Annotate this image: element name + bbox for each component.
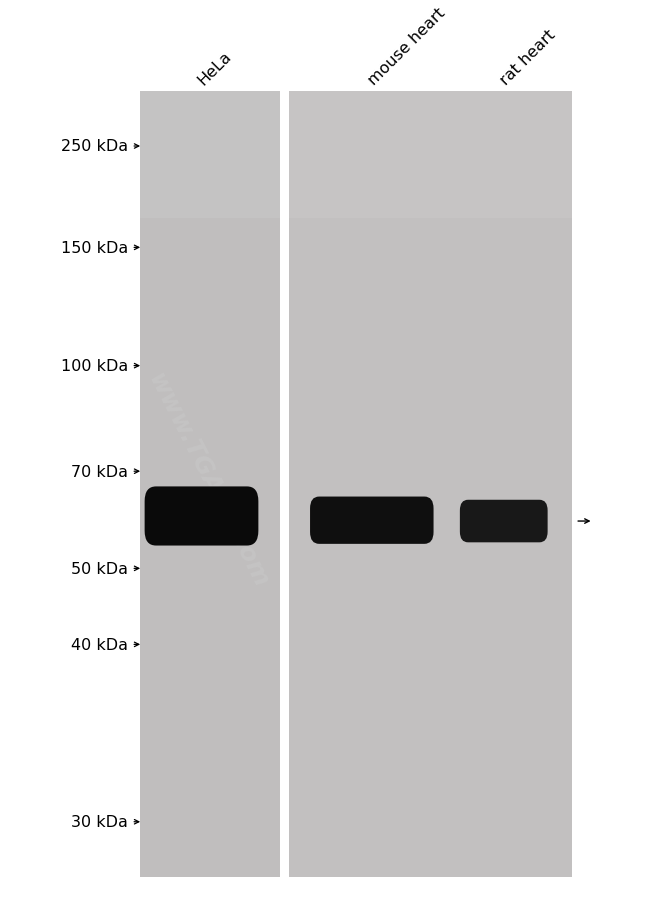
Text: 100 kDa: 100 kDa xyxy=(61,359,128,373)
Text: www.TGAB3.com: www.TGAB3.com xyxy=(143,369,273,592)
Text: rat heart: rat heart xyxy=(497,27,558,87)
FancyBboxPatch shape xyxy=(310,497,434,544)
Text: 50 kDa: 50 kDa xyxy=(71,561,128,576)
FancyBboxPatch shape xyxy=(289,92,572,218)
Text: 250 kDa: 250 kDa xyxy=(61,139,128,154)
Text: 150 kDa: 150 kDa xyxy=(61,241,128,255)
Text: HeLa: HeLa xyxy=(195,49,235,87)
FancyBboxPatch shape xyxy=(289,92,572,877)
FancyBboxPatch shape xyxy=(144,487,259,546)
Text: mouse heart: mouse heart xyxy=(365,5,448,87)
FancyBboxPatch shape xyxy=(140,92,280,877)
FancyBboxPatch shape xyxy=(164,492,239,517)
Text: 30 kDa: 30 kDa xyxy=(72,815,128,829)
FancyBboxPatch shape xyxy=(460,501,547,543)
FancyBboxPatch shape xyxy=(140,92,280,218)
Text: 40 kDa: 40 kDa xyxy=(71,637,128,652)
Text: 70 kDa: 70 kDa xyxy=(71,465,128,479)
